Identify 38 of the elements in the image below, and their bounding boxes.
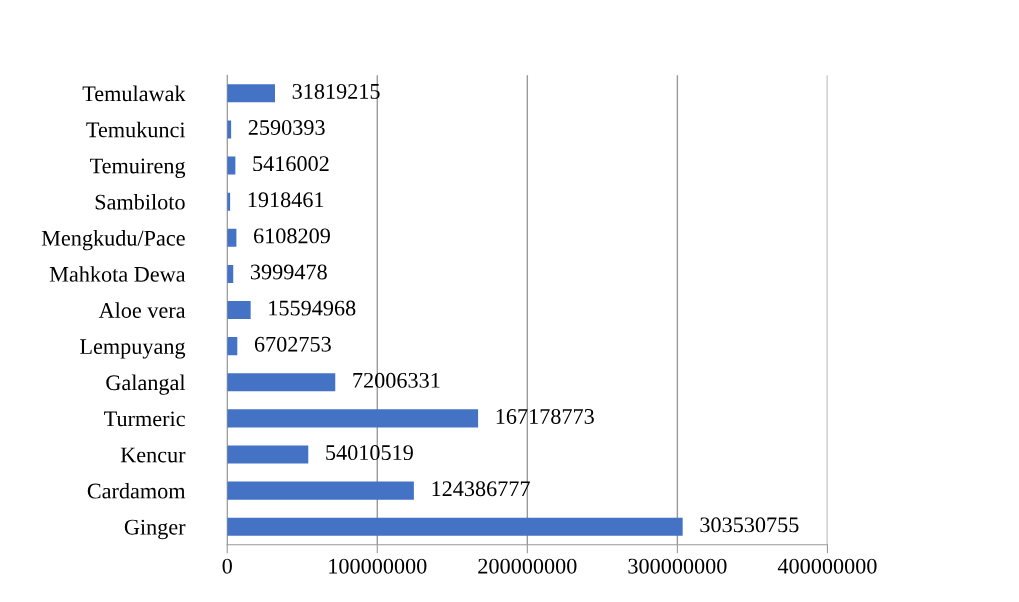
data-label: 54010519: [326, 445, 413, 461]
y-tick-label: Temukunci: [86, 121, 186, 138]
x-tick-label: 400000000: [777, 558, 877, 574]
y-tick-label: Kencur: [120, 447, 186, 463]
data-label: 6108209: [254, 228, 330, 244]
y-tick-label: Mengkudu/Pace: [41, 230, 185, 251]
bar: [227, 84, 275, 103]
x-tick-label: 200000000: [478, 558, 577, 574]
y-tick-label: Aloe vera: [98, 302, 186, 318]
y-tick-label: Ginger: [124, 519, 186, 540]
data-label: 3999478: [250, 264, 327, 280]
data-label: 72006331: [353, 372, 440, 388]
data-label: 167178773: [496, 408, 594, 424]
data-label: 124386777: [432, 481, 530, 497]
data-label: 6702753: [254, 336, 331, 352]
bar: [227, 517, 683, 536]
y-tick-label: Mahkota Dewa: [49, 266, 186, 282]
data-label: 2590393: [248, 120, 325, 135]
y-tick-label: Galangal: [106, 374, 186, 395]
bar: [227, 373, 336, 392]
y-tick-label: Sambiloto: [95, 193, 185, 210]
x-tick-label: 0: [222, 558, 232, 574]
bar: [227, 409, 479, 428]
bar: [227, 445, 309, 464]
bar: [227, 301, 251, 320]
data-label: 1918461: [248, 192, 324, 208]
bar: [227, 481, 414, 500]
y-tick-label: Lempuyang: [80, 339, 186, 359]
y-tick-label: Temuireng: [90, 158, 186, 179]
data-label: 31819215: [292, 83, 380, 99]
y-tick-label: Temulawak: [82, 85, 186, 102]
y-tick-label: Cardamom: [87, 482, 186, 499]
y-tick-label: Turmeric: [104, 411, 185, 427]
data-label: 303530755: [700, 517, 799, 533]
x-tick-label: 300000000: [628, 558, 727, 574]
data-label: 5416002: [253, 156, 329, 172]
data-label: 15594968: [269, 300, 356, 316]
x-tick-label: 100000000: [329, 558, 427, 574]
